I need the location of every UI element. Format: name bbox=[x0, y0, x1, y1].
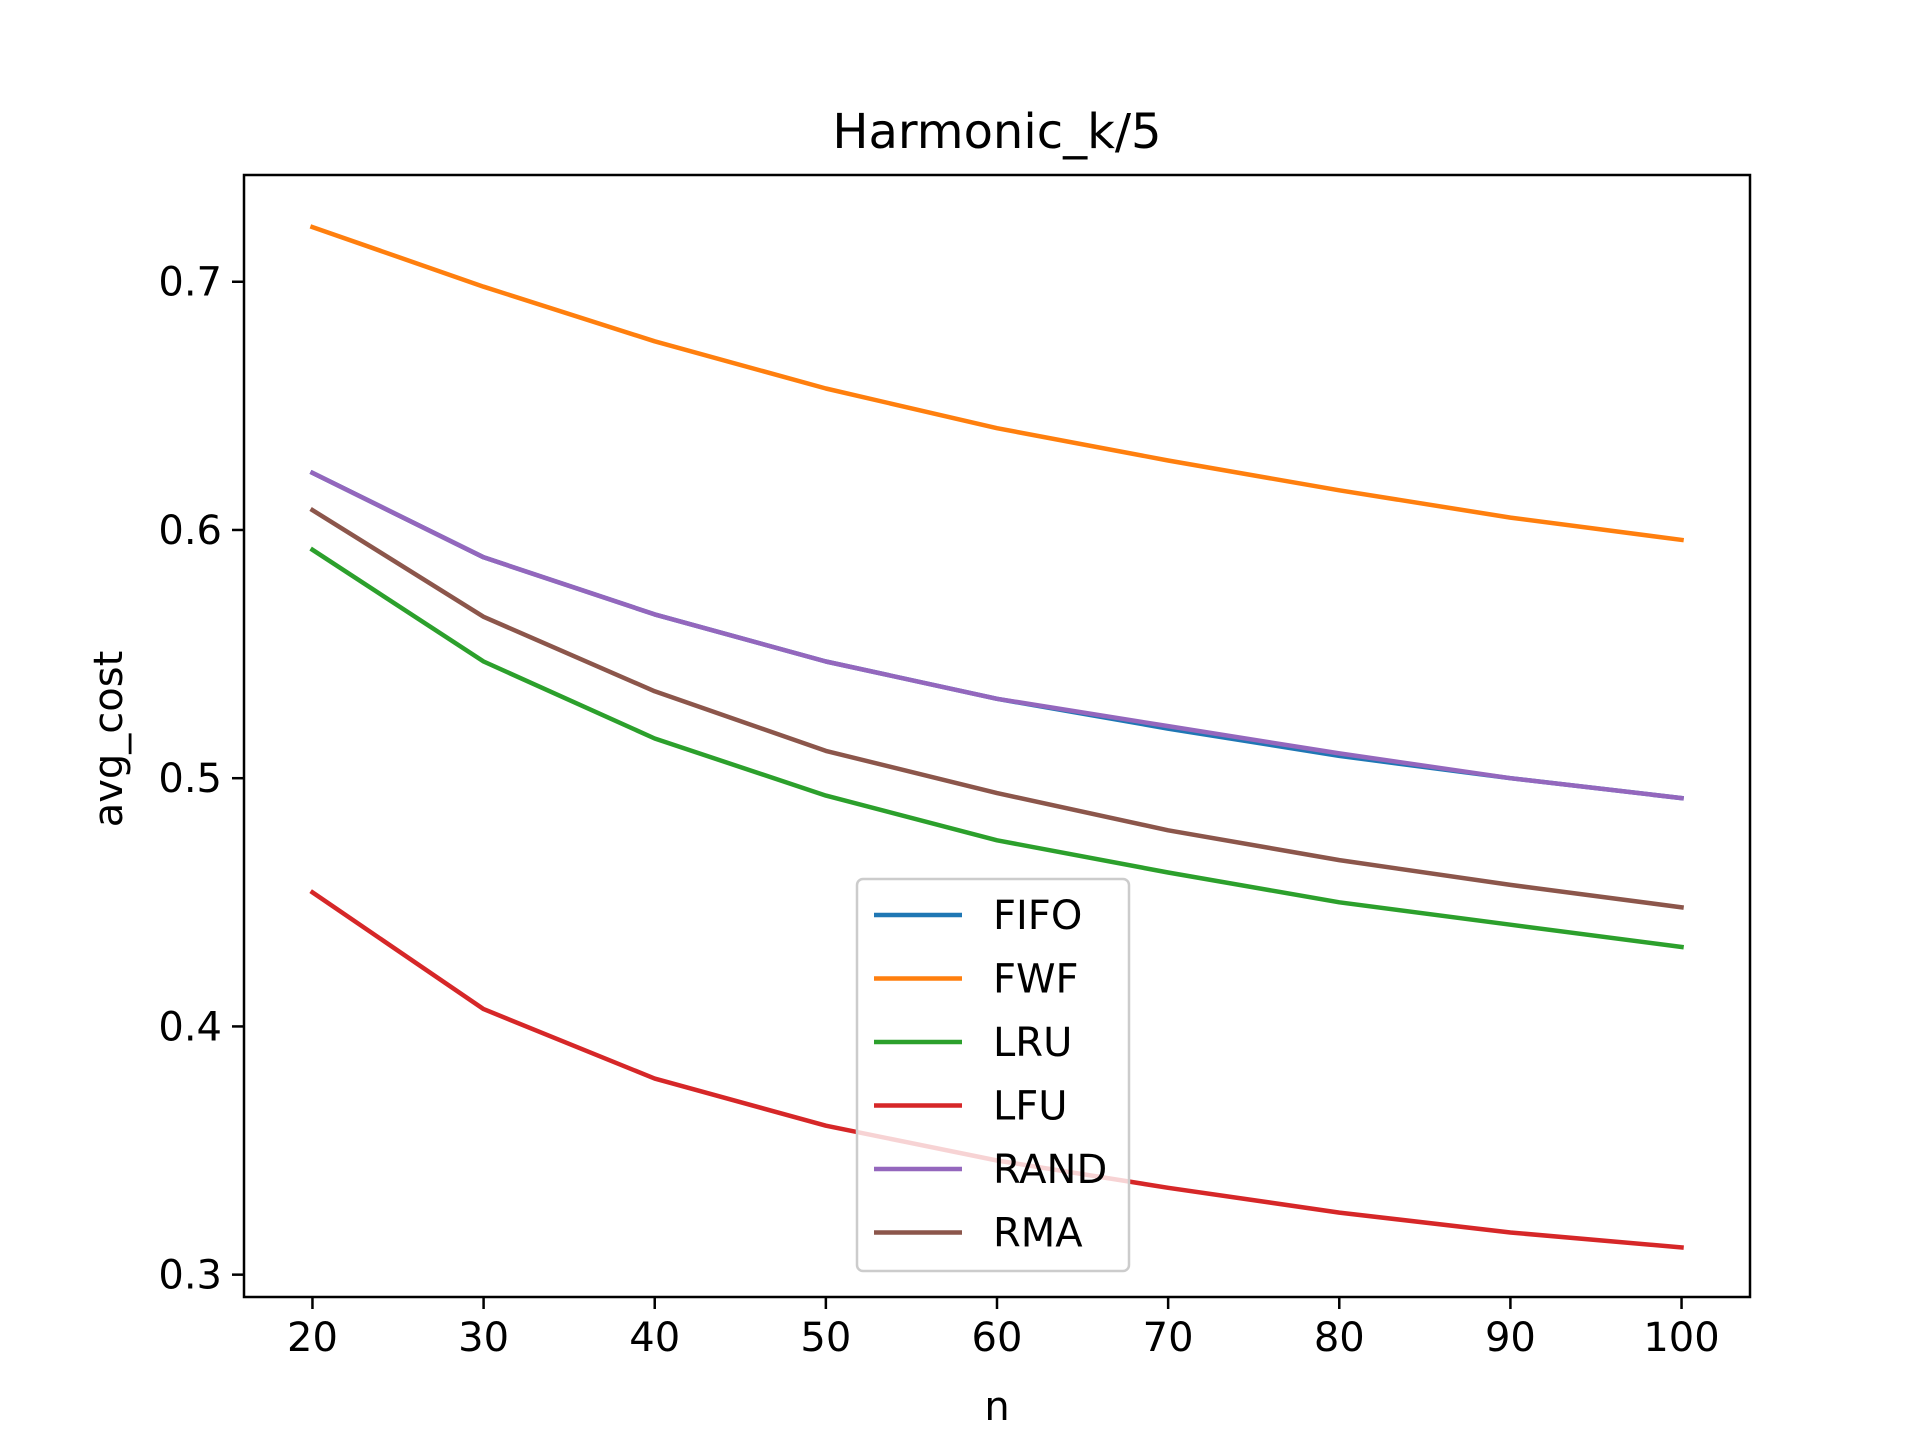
x-tick-label: 70 bbox=[1143, 1315, 1194, 1361]
x-tick-label: 90 bbox=[1485, 1315, 1536, 1361]
legend-label-fwf: FWF bbox=[993, 957, 1079, 1003]
series-line-fifo bbox=[309, 469, 1684, 801]
legend-label-fifo: FIFO bbox=[993, 893, 1082, 939]
y-tick-label: 0.6 bbox=[158, 508, 222, 554]
x-axis: 20 30 40 50 60 70 80 90 100 bbox=[287, 1297, 1720, 1361]
y-tick-label: 0.7 bbox=[158, 260, 222, 306]
series-line-lru bbox=[309, 546, 1685, 950]
legend-label-rand: RAND bbox=[993, 1147, 1107, 1193]
legend-label-rma: RMA bbox=[993, 1211, 1083, 1257]
x-tick-label: 80 bbox=[1314, 1315, 1365, 1361]
legend-label-lfu: LFU bbox=[993, 1084, 1068, 1130]
x-axis-title: n bbox=[984, 1384, 1009, 1430]
x-tick-label: 20 bbox=[287, 1315, 338, 1361]
x-tick-label: 40 bbox=[629, 1315, 680, 1361]
legend-label-lru: LRU bbox=[993, 1020, 1072, 1066]
chart-title: Harmonic_k/5 bbox=[832, 104, 1161, 160]
y-tick-label: 0.5 bbox=[158, 756, 222, 802]
series-line-rma bbox=[309, 507, 1685, 910]
series-line-fwf bbox=[309, 224, 1685, 543]
y-axis-title: avg_cost bbox=[86, 651, 132, 828]
y-tick-label: 0.3 bbox=[158, 1253, 222, 1299]
y-axis: 0.3 0.4 0.5 0.6 0.7 bbox=[158, 260, 244, 1299]
x-tick-label: 50 bbox=[800, 1315, 851, 1361]
y-tick-label: 0.4 bbox=[158, 1004, 222, 1050]
series-line-rand bbox=[309, 469, 1684, 801]
x-tick-label: 30 bbox=[458, 1315, 509, 1361]
x-tick-label: 60 bbox=[972, 1315, 1023, 1361]
legend: FIFO FWF LRU LFU RAND RMA bbox=[855, 877, 1131, 1273]
x-tick-label: 100 bbox=[1643, 1315, 1719, 1361]
plot-lines bbox=[309, 224, 1685, 1250]
plot-frame bbox=[242, 173, 1752, 1299]
